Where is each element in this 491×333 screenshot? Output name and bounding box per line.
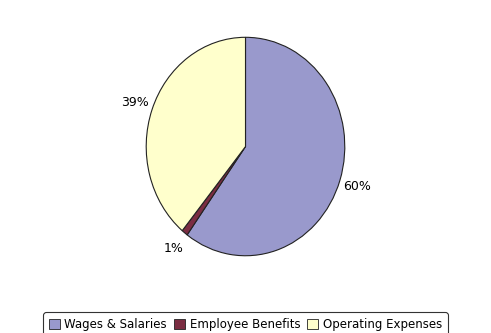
Text: 39%: 39% [121,96,149,109]
Text: 60%: 60% [343,180,371,193]
Wedge shape [182,147,246,235]
Legend: Wages & Salaries, Employee Benefits, Operating Expenses: Wages & Salaries, Employee Benefits, Ope… [43,312,448,333]
Text: 1%: 1% [164,242,184,255]
Wedge shape [187,37,345,256]
Wedge shape [146,37,246,231]
